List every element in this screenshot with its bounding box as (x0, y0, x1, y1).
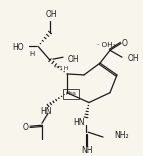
Text: O: O (23, 123, 29, 132)
Text: OH: OH (68, 55, 80, 64)
FancyBboxPatch shape (63, 89, 79, 99)
Text: NH₂: NH₂ (114, 131, 129, 140)
Text: OH: OH (128, 54, 140, 63)
Text: HO: HO (12, 43, 24, 52)
Text: Abs: Abs (65, 91, 77, 96)
Text: HN: HN (40, 107, 52, 116)
Text: NH: NH (81, 146, 93, 155)
Text: H: H (29, 51, 35, 57)
Text: · OH₂: · OH₂ (97, 42, 116, 48)
Text: """ H: """ H (54, 66, 68, 71)
Text: HN: HN (73, 118, 85, 127)
Text: O: O (122, 39, 128, 48)
Text: OH: OH (45, 10, 57, 19)
